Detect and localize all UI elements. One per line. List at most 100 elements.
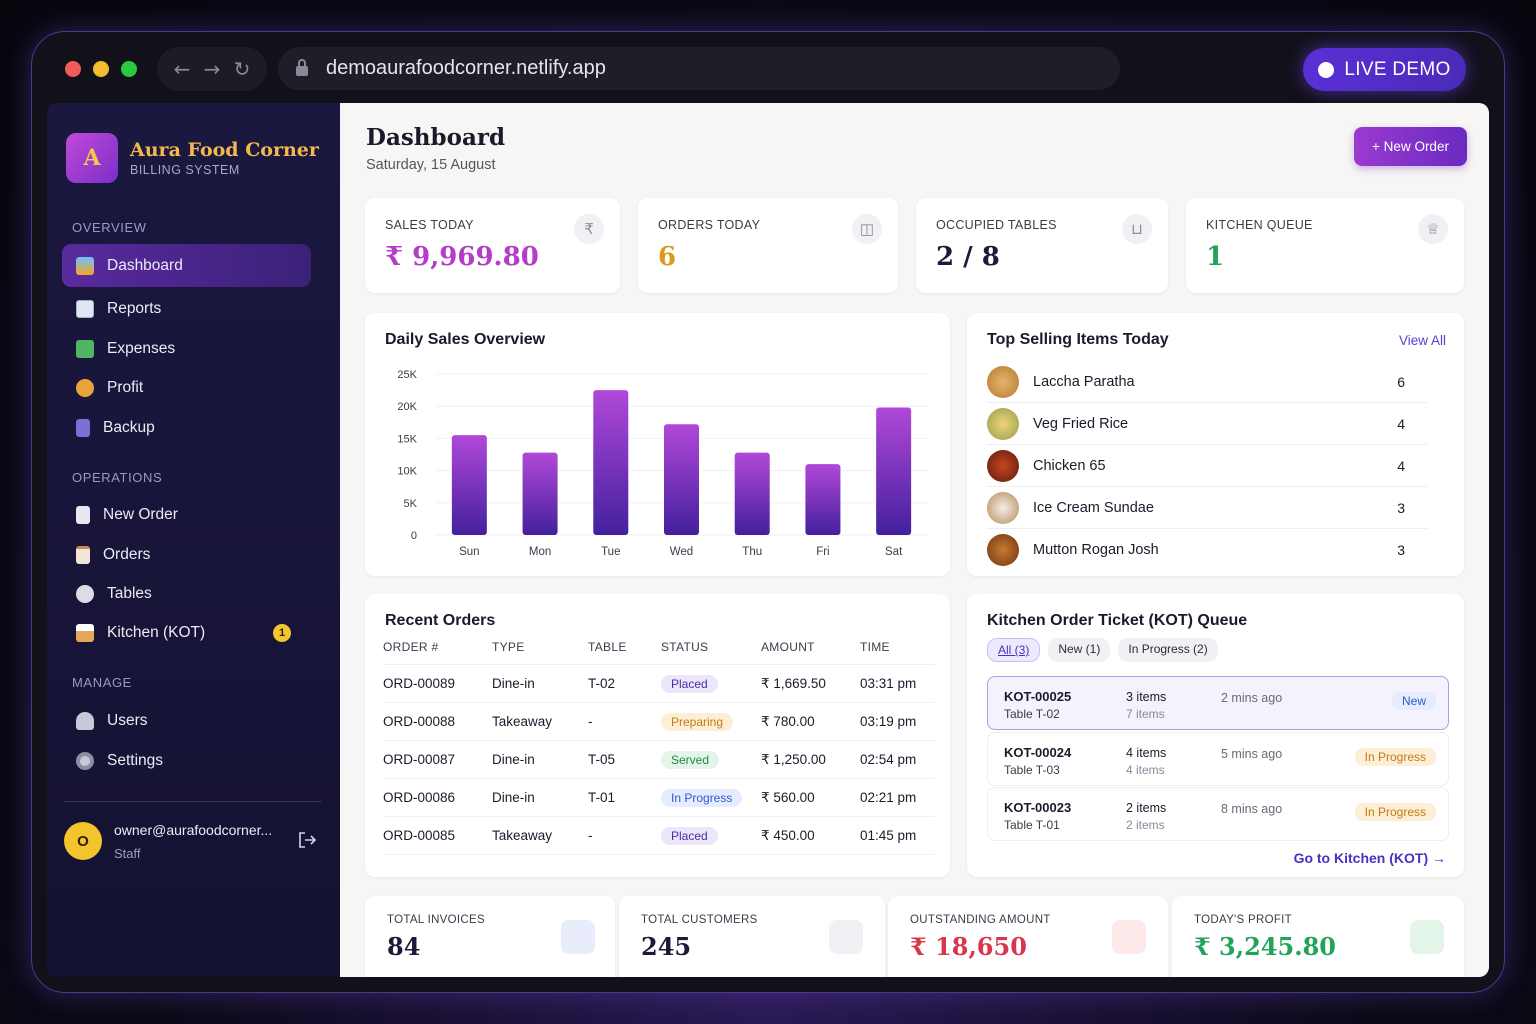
order-id: ORD-00086 xyxy=(383,778,492,817)
logout-icon[interactable] xyxy=(298,832,316,848)
food-image-icon xyxy=(987,491,1019,524)
list-item[interactable]: Laccha Paratha 6 xyxy=(987,361,1427,403)
x-tick-label: Thu xyxy=(742,546,762,558)
order-type: Takeaway xyxy=(492,816,588,855)
users-icon xyxy=(76,712,94,730)
back-arrow-icon[interactable]: ← xyxy=(173,57,191,81)
order-id: ORD-00087 xyxy=(383,740,492,779)
kot-time: 8 mins ago xyxy=(1221,802,1283,816)
stat-label: SALES TODAY xyxy=(385,218,474,232)
sidebar-item-label: Profit xyxy=(107,379,144,396)
address-bar[interactable]: demoaurafoodcorner.netlify.app xyxy=(278,47,1120,90)
order-amount: ₹ 1,250.00 xyxy=(761,740,860,779)
sidebar-item-users[interactable]: Users xyxy=(62,701,311,741)
sidebar-divider xyxy=(64,801,322,802)
sidebar-item-reports[interactable]: Reports xyxy=(62,289,311,329)
tab-in-progress[interactable]: In Progress (2) xyxy=(1118,638,1218,662)
item-name: Laccha Paratha xyxy=(1033,373,1135,390)
bar-thu[interactable] xyxy=(734,452,770,535)
table-row[interactable]: ORD-00088 Takeaway - Preparing ₹ 780.00 03:19… xyxy=(383,702,935,741)
page-title: Dashboard xyxy=(366,124,506,151)
stat-label: OUTSTANDING AMOUNT xyxy=(910,914,1051,926)
item-count: 6 xyxy=(1397,373,1405,390)
user-email: owner@aurafoodcorner... xyxy=(114,822,273,838)
item-name: Veg Fried Rice xyxy=(1033,415,1129,432)
table-row[interactable]: ORD-00089 Dine-in T-02 Placed ₹ 1,669.50 03:3… xyxy=(383,664,935,703)
table-row[interactable]: ORD-00087 Dine-in T-05 Served ₹ 1,250.00 02:5… xyxy=(383,740,935,779)
table-row[interactable]: ORD-00086 Dine-in T-01 In Progress ₹ 560.00 0… xyxy=(383,778,935,817)
sidebar-item-label: New Order xyxy=(103,506,178,523)
sidebar-item-settings[interactable]: Settings xyxy=(62,741,311,781)
sidebar-item-new-order[interactable]: New Order xyxy=(62,495,311,535)
customers-icon xyxy=(829,920,863,954)
item-name: Chicken 65 xyxy=(1033,457,1106,474)
cart-icon: ⊔ xyxy=(1122,214,1152,244)
y-tick-label: 20K xyxy=(397,401,417,413)
order-time: 03:31 pm xyxy=(860,664,935,703)
money-icon xyxy=(76,340,94,358)
sidebar-item-label: Expenses xyxy=(107,340,176,357)
col-amount: AMOUNT xyxy=(761,640,860,665)
x-tick-label: Tue xyxy=(601,546,620,558)
col-type: TYPE xyxy=(492,640,588,665)
item-count: 4 xyxy=(1397,415,1405,432)
card-title: Top Selling Items Today xyxy=(987,331,1169,348)
order-time: 02:54 pm xyxy=(860,740,935,779)
sidebar-item-label: Reports xyxy=(107,300,162,317)
user-role: Staff xyxy=(114,846,141,861)
stat-card-tables: OCCUPIED TABLES 2 / 8 ⊔ xyxy=(916,198,1168,293)
sidebar-item-orders[interactable]: Orders xyxy=(62,535,311,575)
tab-new[interactable]: New (1) xyxy=(1048,638,1111,662)
bar-tue[interactable] xyxy=(593,390,629,535)
status-badge: Preparing xyxy=(661,712,734,731)
bar-fri[interactable] xyxy=(805,464,841,535)
kot-items-sub: 7 items xyxy=(1126,707,1165,721)
sidebar-item-backup[interactable]: Backup xyxy=(62,408,311,448)
list-item[interactable]: Ice Cream Sundae 3 xyxy=(987,487,1427,529)
list-item[interactable]: Veg Fried Rice 4 xyxy=(987,403,1427,445)
item-name: Ice Cream Sundae xyxy=(1033,499,1154,516)
food-image-icon xyxy=(987,407,1019,440)
view-all-link[interactable]: View All xyxy=(1398,333,1446,348)
go-to-kitchen-link[interactable]: Go to Kitchen (KOT) → xyxy=(1293,850,1446,866)
list-item[interactable]: Mutton Rogan Josh 3 xyxy=(987,529,1427,571)
forward-arrow-icon[interactable]: → xyxy=(203,57,221,81)
bar-sat[interactable] xyxy=(876,407,912,535)
tab-all[interactable]: All (3) xyxy=(987,638,1041,662)
minimize-window-icon[interactable] xyxy=(93,61,109,77)
bar-sun[interactable] xyxy=(451,435,487,535)
table-row[interactable]: ORD-00085 Takeaway - Placed ₹ 450.00 01:45 pm xyxy=(383,816,935,855)
top-selling-card: Top Selling Items Today View All Laccha … xyxy=(967,313,1464,576)
avatar[interactable]: O xyxy=(64,822,102,860)
order-status: Served xyxy=(661,740,761,779)
kot-items: 2 items xyxy=(1126,801,1167,815)
maximize-window-icon[interactable] xyxy=(121,61,137,77)
live-demo-button[interactable]: LIVE DEMO xyxy=(1303,48,1466,91)
order-id: ORD-00085 xyxy=(383,816,492,855)
reload-icon[interactable]: ↻ xyxy=(233,57,251,81)
stat-value: 245 xyxy=(641,932,692,961)
sidebar-item-profit[interactable]: Profit xyxy=(62,368,311,408)
bar-wed[interactable] xyxy=(664,424,699,535)
sidebar-item-dashboard[interactable]: Dashboard xyxy=(62,244,311,287)
order-table: - xyxy=(588,816,661,855)
sidebar-item-label: Backup xyxy=(103,419,155,436)
sidebar-item-tables[interactable]: Tables xyxy=(62,574,311,614)
food-image-icon xyxy=(987,365,1019,398)
sidebar-item-kitchen[interactable]: Kitchen (KOT) 1 xyxy=(62,613,311,653)
x-tick-label: Mon xyxy=(529,546,551,558)
card-title: Daily Sales Overview xyxy=(385,331,546,348)
new-order-button[interactable]: + New Order xyxy=(1354,127,1467,166)
list-item[interactable]: Chicken 65 4 xyxy=(987,445,1427,487)
order-time: 02:21 pm xyxy=(860,778,935,817)
status-badge: New xyxy=(1391,692,1436,710)
kot-ticket[interactable]: KOT-00025 Table T-02 3 items 7 items 2 m… xyxy=(987,676,1449,730)
bar-mon[interactable] xyxy=(522,452,558,535)
close-window-icon[interactable] xyxy=(65,61,81,77)
order-table: - xyxy=(588,702,661,741)
trend-icon xyxy=(76,300,94,318)
kot-ticket[interactable]: KOT-00023 Table T-01 2 items 2 items 8 m… xyxy=(987,787,1449,841)
sidebar-item-expenses[interactable]: Expenses xyxy=(62,329,311,369)
stat-card-kitchen: KITCHEN QUEUE 1 ♕ xyxy=(1186,198,1464,293)
kot-ticket[interactable]: KOT-00024 Table T-03 4 items 4 items 5 m… xyxy=(987,732,1449,786)
